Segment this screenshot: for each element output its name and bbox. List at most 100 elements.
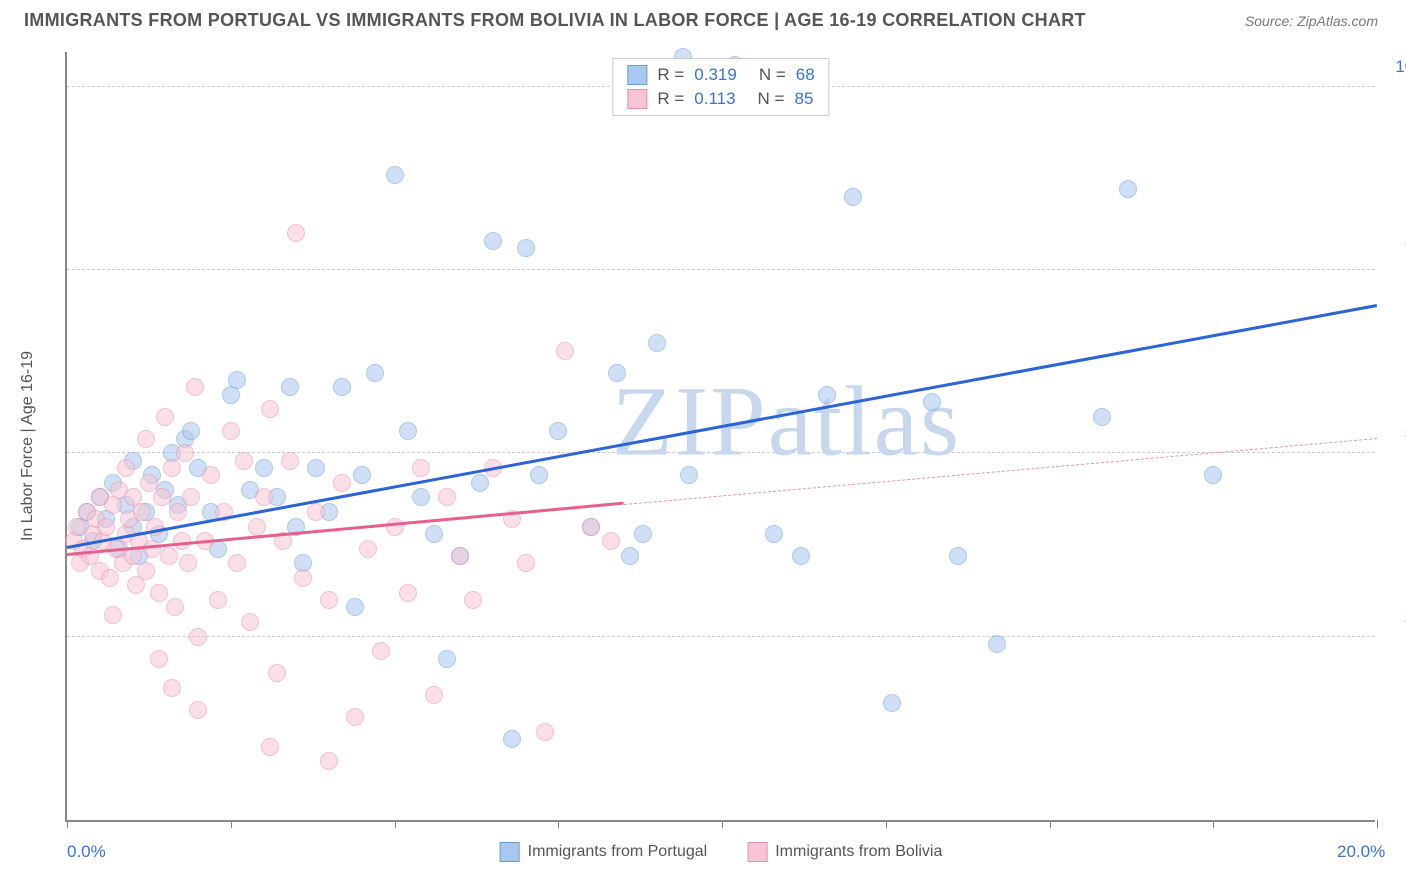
gridline [67, 636, 1375, 637]
data-point [320, 752, 338, 770]
y-tick-label: 100.0% [1383, 57, 1406, 77]
data-point [451, 547, 469, 565]
data-point [182, 422, 200, 440]
data-point [255, 488, 273, 506]
trendline [67, 304, 1378, 549]
data-point [949, 547, 967, 565]
data-point [353, 466, 371, 484]
x-tick [395, 820, 396, 828]
data-point [209, 591, 227, 609]
data-point [412, 488, 430, 506]
gridline [67, 269, 1375, 270]
data-point [399, 584, 417, 602]
data-point [156, 408, 174, 426]
data-point [133, 503, 151, 521]
data-point [621, 547, 639, 565]
watermark-text: ZIPatlas [612, 363, 961, 478]
data-point [366, 364, 384, 382]
y-tick-label: 50.0% [1383, 423, 1406, 443]
data-point [222, 422, 240, 440]
data-point [150, 584, 168, 602]
legend-item: Immigrants from Bolivia [747, 842, 942, 862]
data-point [261, 400, 279, 418]
data-point [1119, 180, 1137, 198]
data-point [261, 738, 279, 756]
legend-n-label: N = [759, 65, 786, 85]
data-point [248, 518, 266, 536]
data-point [386, 518, 404, 536]
data-point [883, 694, 901, 712]
data-point [503, 730, 521, 748]
data-point [346, 708, 364, 726]
data-point [372, 642, 390, 660]
data-point [189, 701, 207, 719]
data-point [97, 518, 115, 536]
data-point [359, 540, 377, 558]
data-point [320, 591, 338, 609]
data-point [536, 723, 554, 741]
data-point [471, 474, 489, 492]
data-point [228, 554, 246, 572]
data-point [182, 488, 200, 506]
x-tick-label: 0.0% [67, 842, 106, 862]
chart-title: IMMIGRANTS FROM PORTUGAL VS IMMIGRANTS F… [24, 10, 1086, 31]
data-point [412, 459, 430, 477]
trendline-extrapolated [624, 438, 1377, 505]
legend-r-value: 0.113 [694, 89, 735, 109]
x-tick [1377, 820, 1378, 828]
y-tick-label: 25.0% [1383, 607, 1406, 627]
data-point [425, 686, 443, 704]
legend-swatch [627, 89, 647, 109]
data-point [179, 554, 197, 572]
data-point [1204, 466, 1222, 484]
x-tick-label: 20.0% [1337, 842, 1385, 862]
series-legend: Immigrants from Portugal Immigrants from … [500, 842, 943, 862]
data-point [582, 518, 600, 536]
data-point [680, 466, 698, 484]
x-tick [67, 820, 68, 828]
data-point [163, 459, 181, 477]
data-point [153, 488, 171, 506]
data-point [150, 650, 168, 668]
data-point [186, 378, 204, 396]
y-axis-label: In Labor Force | Age 16-19 [19, 351, 37, 541]
legend-r-label: R = [657, 65, 684, 85]
data-point [765, 525, 783, 543]
data-point [464, 591, 482, 609]
data-point [137, 430, 155, 448]
data-point [281, 378, 299, 396]
legend-n-value: 68 [796, 65, 815, 85]
legend-row: R = 0.319N = 68 [613, 63, 828, 87]
data-point [307, 459, 325, 477]
legend-item: Immigrants from Portugal [500, 842, 708, 862]
legend-label: Immigrants from Portugal [528, 843, 708, 861]
data-point [818, 386, 836, 404]
x-tick [231, 820, 232, 828]
legend-r-label: R = [657, 89, 684, 109]
data-point [104, 606, 122, 624]
data-point [386, 166, 404, 184]
data-point [163, 679, 181, 697]
data-point [556, 342, 574, 360]
data-point [438, 488, 456, 506]
data-point [1093, 408, 1111, 426]
legend-n-value: 85 [794, 89, 813, 109]
scatter-chart: ZIPatlas R = 0.319N = 68R = 0.113N = 85 … [65, 52, 1375, 822]
data-point [176, 444, 194, 462]
data-point [268, 664, 286, 682]
x-tick [1050, 820, 1051, 828]
data-point [241, 613, 259, 631]
data-point [235, 452, 253, 470]
data-point [517, 239, 535, 257]
chart-source: Source: ZipAtlas.com [1245, 13, 1378, 29]
data-point [189, 628, 207, 646]
data-point [166, 598, 184, 616]
data-point [517, 554, 535, 572]
x-tick [558, 820, 559, 828]
data-point [988, 635, 1006, 653]
data-point [160, 547, 178, 565]
data-point [634, 525, 652, 543]
data-point [792, 547, 810, 565]
data-point [346, 598, 364, 616]
data-point [399, 422, 417, 440]
